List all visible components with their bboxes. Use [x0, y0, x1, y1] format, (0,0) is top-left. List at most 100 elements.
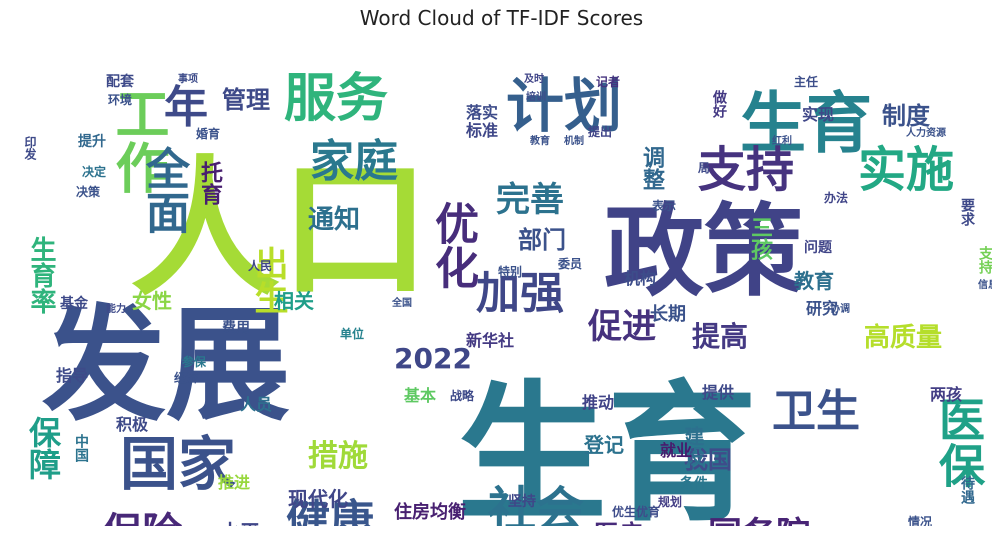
word-15: 加强	[476, 268, 564, 319]
word-35: 部门	[518, 226, 566, 254]
word-29: 提高	[692, 320, 748, 353]
word-10: 支持	[698, 142, 794, 198]
word-103: 经济	[174, 370, 199, 385]
word-12: 全面	[138, 145, 191, 234]
word-23: 促进	[587, 307, 656, 347]
word-34: 通知	[308, 205, 360, 235]
word-48: 新华社	[466, 331, 514, 350]
word-25: 保障	[24, 416, 62, 480]
word-7: 生育	[740, 85, 872, 162]
word-33: 托育	[197, 161, 223, 205]
word-67: 坚持	[508, 493, 536, 510]
word-27: 措施	[308, 439, 368, 474]
word-104: 能力	[106, 302, 126, 315]
word-4: 工作	[106, 86, 169, 194]
word-83: 战略	[450, 388, 475, 403]
word-6: 计划	[506, 72, 622, 140]
word-73: 基金	[60, 295, 89, 312]
word-52: 推动	[582, 393, 614, 412]
word-cloud: 人口生育发展政策工作服务计划生育国家家庭支持实施全面年优化加强健康社会保险医保卫…	[23, 69, 992, 526]
word-30: 2022	[394, 342, 472, 375]
word-36: 三孩	[747, 216, 773, 261]
word-106: 提出	[588, 124, 612, 139]
word-40: 现代化	[288, 487, 348, 511]
word-47: 相关	[274, 289, 314, 313]
word-28: 高质量	[864, 322, 942, 353]
word-39: 我国	[684, 446, 732, 474]
word-102: 办法	[824, 190, 848, 205]
word-14: 优化	[427, 201, 479, 289]
word-46: 教育	[794, 269, 834, 293]
word-85: 决定	[82, 164, 106, 179]
word-96: 表示	[651, 198, 676, 213]
word-87: 参保	[182, 354, 207, 369]
word-19: 医保	[932, 396, 986, 488]
word-109: 红利	[772, 134, 792, 147]
word-58: 研究	[806, 299, 838, 318]
word-60: 人员	[240, 395, 272, 414]
word-8: 国家	[120, 430, 236, 498]
word-71: 标准	[465, 121, 498, 140]
word-65: 扶助	[50, 525, 82, 526]
word-53: 提升	[78, 133, 106, 150]
word-41: 住房均衡	[394, 501, 466, 523]
word-13: 年	[164, 82, 208, 133]
word-77: 记者	[596, 74, 620, 89]
word-55: 就业	[660, 441, 692, 460]
word-108: 婚育	[196, 126, 220, 141]
word-56: 条件	[679, 475, 708, 492]
word-17: 社会	[488, 482, 584, 526]
word-20: 卫生	[772, 386, 860, 437]
word-107: 教育	[529, 134, 550, 147]
word-2: 发展	[42, 294, 290, 438]
word-90: 环境	[108, 92, 132, 107]
chart-title: Word Cloud of TF-IDF Scores	[359, 6, 644, 30]
word-76: 主任	[794, 74, 818, 89]
word-105: 机制	[564, 134, 584, 147]
word-45: 女性	[132, 289, 172, 313]
word-26: 生育率	[26, 236, 56, 314]
word-80: 待遇	[959, 475, 975, 505]
word-64: 指导	[56, 366, 88, 385]
word-50: 机构	[624, 269, 656, 288]
word-79: 要求	[959, 198, 975, 227]
word-18: 保险	[102, 510, 183, 526]
word-1: 生育	[457, 368, 757, 526]
word-0: 人口	[130, 143, 430, 317]
word-62: 积极	[116, 415, 149, 434]
word-84: 决策	[76, 184, 101, 199]
word-86: 人民	[248, 258, 272, 273]
word-38: 医疗	[594, 520, 642, 526]
word-93: 及时	[524, 72, 544, 85]
word-72: 配套	[106, 73, 134, 90]
word-81: 情况	[908, 514, 932, 526]
word-66: 推进	[218, 473, 250, 492]
word-74: 费用	[222, 319, 250, 336]
word-22: 完善	[496, 180, 564, 220]
word-110: 人力资源	[906, 126, 946, 139]
word-88: 规划	[658, 494, 682, 509]
word-101: 局	[698, 161, 710, 175]
word-9: 家庭	[310, 136, 398, 187]
word-98: 委员	[557, 256, 582, 271]
word-89: 印发	[23, 136, 37, 161]
word-100: 全国	[391, 296, 412, 309]
word-95: 协调	[830, 302, 850, 315]
word-97: 特别	[498, 264, 522, 279]
word-57: 问题	[804, 239, 833, 256]
word-63: 中国	[73, 433, 89, 463]
word-37: 调整	[639, 146, 665, 190]
word-49: 长期	[650, 304, 686, 325]
word-43: 登记	[583, 433, 624, 457]
word-5: 服务	[284, 69, 388, 129]
word-59: 两孩	[930, 385, 962, 404]
word-32: 制度	[882, 102, 931, 130]
word-70: 落实	[466, 103, 498, 122]
word-92: 事项	[178, 72, 198, 85]
word-75: 做好	[711, 89, 728, 119]
word-61: 基本	[403, 386, 436, 405]
word-16: 健康	[286, 496, 374, 526]
word-11: 实施	[858, 142, 954, 198]
word-82: 单位	[340, 326, 364, 341]
word-42: 建设	[681, 425, 705, 467]
